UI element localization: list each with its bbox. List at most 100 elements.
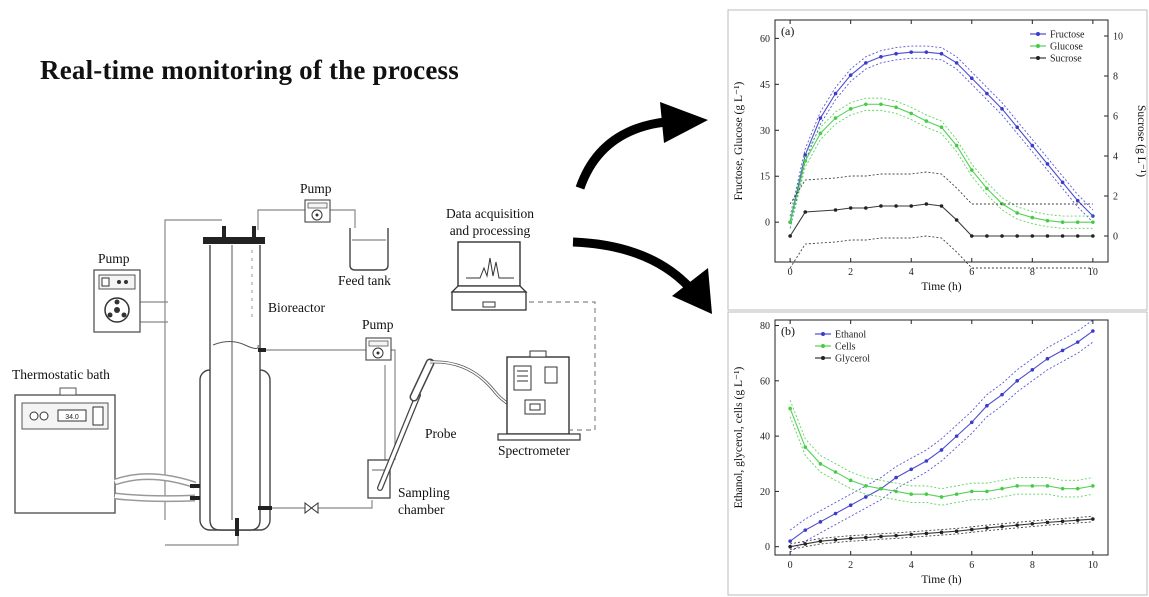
data-point [864,61,868,65]
panel-label: (b) [781,324,795,338]
data-point [1045,162,1050,166]
label-sampling-line2: chamber [398,502,445,517]
x-tick-label: 4 [909,267,914,278]
data-point [1075,234,1080,238]
data-point [879,534,883,539]
data-point [864,495,868,499]
y2-tick-label: 0 [1113,232,1118,243]
chart-a: 0 2 4 6 8 10 0 15 30 45 60 0 2 4 6 8 10 Time (h) Fructose,… [733,19,1147,293]
x-tick-label: 10 [1088,267,1098,278]
data-point [1091,214,1095,218]
data-point [864,535,868,540]
data-point [954,529,959,534]
data-point [1015,211,1019,215]
legend-label: Fructose [1050,30,1085,41]
y-axis-title: Fructose, Glucose (g L⁻¹) [733,81,745,200]
chart-b-frame [727,311,1148,596]
legend-label: Glucose [1050,42,1083,53]
x-axis-title: Time (h) [921,281,961,293]
y-tick-label: 80 [760,321,770,332]
label-thermostatic-bath: Thermostatic bath [12,367,110,382]
panel-label: (a) [781,24,794,38]
data-point [954,61,959,65]
data-point [954,492,959,496]
series-band-lower [790,521,1093,550]
data-point [939,495,944,499]
x-tick-label: 0 [788,267,793,278]
data-point [1015,125,1019,130]
data-point [1045,484,1050,488]
data-point [848,107,853,111]
y-tick-label: 40 [760,432,770,443]
data-point [833,470,838,474]
data-point [879,204,883,208]
data-point [833,511,838,516]
data-point [985,489,989,494]
pump-top [304,199,331,223]
series-band-lower [789,57,1094,229]
data-point [879,54,883,59]
y2-tick-label: 2 [1113,192,1118,203]
series-band-upper [789,319,1094,531]
data-point [1045,356,1050,361]
legend-marker [821,332,825,336]
data-point [833,91,838,96]
data-point [803,210,808,214]
data-point [1060,220,1065,224]
laptop [450,241,528,311]
series-band-upper [789,45,1094,217]
data-point [1091,517,1095,521]
label-bioreactor: Bioreactor [268,300,325,315]
series-band-upper [789,97,1093,217]
data-point [1030,143,1035,148]
series-band-lower [789,341,1094,553]
data-point [1015,484,1019,488]
series-band-lower [789,235,1093,269]
data-point [1045,234,1050,238]
label-pump-top: Pump [300,181,332,196]
data-point [1060,519,1065,524]
data-point [788,539,792,543]
label-spectrometer: Spectrometer [498,443,570,458]
data-point [803,542,808,546]
data-point [924,492,929,496]
y2-axis-title: Sucrose (g L⁻¹) [1135,105,1147,177]
chart-a-frame [727,9,1148,311]
bioreactor [190,226,272,536]
legend-marker [1036,44,1040,48]
data-point [954,218,959,222]
data-point [788,234,792,238]
data-point [848,503,853,508]
data-point [1000,107,1004,111]
x-tick-label: 2 [848,560,853,571]
legend-label: Glycerol [835,354,870,365]
data-point [985,186,989,191]
data-point [909,111,914,116]
y-axis-title: Ethanol, glycerol, cells (g L⁻¹) [733,366,745,508]
data-point [818,461,823,466]
data-point [1030,234,1035,238]
data-point [985,526,989,530]
label-data-acquisition-line1: Data acquisition [445,206,535,221]
y-tick-label: 15 [760,172,770,183]
y2-tick-label: 10 [1113,32,1123,43]
data-point [1075,486,1080,491]
data-point [954,434,959,438]
arrow-down-curve [572,237,712,314]
label-pump-mid: Pump [362,317,394,332]
data-point [1015,234,1019,238]
series-band-upper [790,515,1093,545]
data-point [969,420,974,425]
data-point [924,50,929,54]
legend-marker [821,344,825,348]
data-point [803,445,808,449]
data-point [924,531,929,536]
spectrometer [497,350,581,441]
data-point [969,527,974,532]
data-point [909,50,914,54]
data-point [1060,348,1065,353]
y2-tick-label: 8 [1113,72,1118,83]
data-point [1075,518,1080,522]
data-point [894,105,898,110]
arrow-up-curve [575,102,708,190]
